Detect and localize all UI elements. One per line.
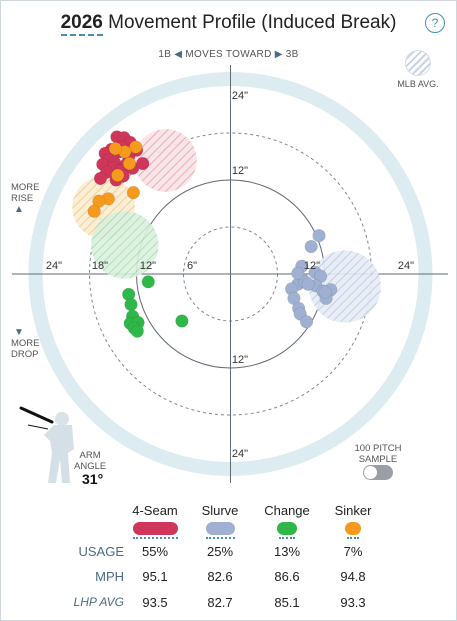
direction-legend: 1B ◀ MOVES TOWARD ▶ 3B	[0, 49, 457, 60]
pitcher-figure-icon	[19, 406, 74, 483]
sample-toggle-label-line2: SAMPLE	[358, 454, 398, 465]
more-rise-line2: RISE	[11, 193, 34, 204]
sample-toggle-label-line1: 100 PITCH	[354, 443, 402, 454]
mph-sinker: 94.8	[340, 569, 366, 584]
mlb-zone-change	[91, 211, 159, 279]
lhp-avg-4seam: 93.5	[142, 595, 168, 610]
mph-change: 86.6	[274, 569, 300, 584]
pitch-point-4seam[interactable]	[93, 171, 108, 186]
triangle-left-icon: ◀	[174, 49, 183, 60]
sample-toggle-label: 100 PITCH SAMPLE	[352, 443, 404, 465]
pitch-point-slurve[interactable]	[312, 229, 326, 243]
pitch-point-sinker[interactable]	[111, 168, 125, 182]
pitch-point-4seam[interactable]	[136, 156, 150, 171]
pitch-header-sinker[interactable]: Sinker	[334, 503, 372, 518]
label-top-24: 24"	[232, 90, 248, 102]
arm-angle-label: ARM ANGLE	[74, 450, 106, 472]
row-label-lhp-avg: LHP AVG	[73, 595, 124, 609]
mlb-average-zones	[72, 129, 381, 323]
pitch-point-slurve[interactable]	[318, 285, 332, 299]
mlb-zone-4seam	[134, 129, 197, 192]
pitch-point-change[interactable]	[130, 324, 144, 338]
pitch-point-sinker[interactable]	[87, 204, 101, 218]
pitch-color-sinker	[345, 522, 361, 535]
mlb-zone-slurve	[308, 250, 381, 323]
pitch-point-sinker[interactable]	[122, 156, 137, 171]
direction-left-label: 1B	[158, 49, 172, 60]
pitch-point-sinker[interactable]	[126, 185, 140, 200]
usage-slurve: 25%	[206, 544, 234, 559]
more-drop-line1: MORE	[11, 338, 40, 349]
triangle-up-icon: ▲	[14, 204, 24, 215]
help-icon[interactable]: ?	[425, 13, 445, 33]
label-right-24: 24"	[398, 260, 414, 272]
usage-change: 13%	[273, 544, 301, 559]
pitch-sample-toggle[interactable]	[363, 465, 393, 480]
direction-label: MOVES TOWARD	[185, 49, 272, 60]
lhp-avg-change: 85.1	[274, 595, 300, 610]
direction-right-label: 3B	[285, 49, 299, 60]
pitch-point-change[interactable]	[141, 275, 155, 289]
usage-sinker: 7%	[343, 544, 363, 559]
pitch-point-change[interactable]	[124, 297, 138, 312]
title-text: Movement Profile (Induced Break)	[108, 12, 397, 33]
pitch-header-4seam[interactable]: 4-Seam	[132, 503, 178, 518]
pitch-underline-slurve	[206, 537, 235, 539]
label-left-18: 18"	[92, 260, 108, 272]
lhp-avg-slurve: 82.7	[207, 595, 233, 610]
row-label-mph: MPH	[95, 569, 124, 584]
pitch-underline-sinker	[347, 537, 359, 539]
usage-4seam: 55%	[141, 544, 169, 559]
mph-slurve: 82.6	[207, 569, 233, 584]
triangle-down-icon: ▼	[14, 327, 24, 338]
pitch-point-sinker[interactable]	[108, 142, 122, 156]
label-right-12: 12"	[304, 260, 320, 272]
pitch-color-change	[277, 522, 297, 535]
mlb-average-legend: MLB AVG.	[392, 50, 444, 89]
label-left-24: 24"	[46, 260, 62, 272]
pitch-underline-4seam	[133, 537, 178, 539]
pitch-color-4seam	[133, 522, 178, 535]
pitch-underline-change	[279, 537, 295, 539]
label-left-12: 12"	[140, 260, 156, 272]
pitch-point-slurve[interactable]	[301, 277, 315, 291]
triangle-right-icon: ▶	[274, 49, 283, 60]
more-rise-line1: MORE	[11, 182, 40, 193]
hatched-swatch-icon	[405, 50, 431, 76]
pitch-header-slurve[interactable]: Slurve	[201, 503, 239, 518]
mph-4seam: 95.1	[142, 569, 168, 584]
pitch-point-slurve[interactable]	[291, 266, 305, 280]
mlb-average-label: MLB AVG.	[397, 79, 439, 89]
year-selector[interactable]: 2026	[60, 12, 103, 36]
label-left-6: 6"	[187, 260, 197, 272]
more-drop-label: ▼ MORE DROP	[11, 327, 40, 360]
movement-chart: 24" 12" 12" 24" 24" 18" 12" 6" 12" 24"	[12, 65, 448, 483]
pitch-color-slurve	[206, 522, 235, 535]
arm-angle-label-line2: ANGLE	[74, 461, 107, 472]
ring-labels: 24" 12" 12" 24" 24" 18" 12" 6" 12" 24"	[46, 89, 414, 462]
label-bottom-12: 12"	[232, 354, 248, 366]
pitch-point-slurve[interactable]	[299, 315, 314, 329]
arm-angle-label-line1: ARM	[79, 450, 101, 461]
label-top-12: 12"	[232, 165, 248, 177]
row-label-usage: USAGE	[78, 544, 124, 559]
pitch-point-slurve[interactable]	[304, 239, 318, 254]
label-bottom-24: 24"	[232, 448, 248, 460]
page-title: 2026 Movement Profile (Induced Break)	[0, 12, 457, 36]
more-rise-label: MORE RISE ▲	[11, 182, 40, 215]
lhp-avg-sinker: 93.3	[340, 595, 366, 610]
pitch-point-change[interactable]	[175, 314, 189, 328]
arm-angle-value: 31°	[82, 471, 104, 487]
pitch-points	[87, 130, 338, 338]
pitch-header-change[interactable]: Change	[264, 503, 310, 518]
more-drop-line2: DROP	[11, 349, 39, 360]
pitch-point-sinker[interactable]	[129, 140, 143, 154]
toggle-knob	[364, 466, 377, 479]
